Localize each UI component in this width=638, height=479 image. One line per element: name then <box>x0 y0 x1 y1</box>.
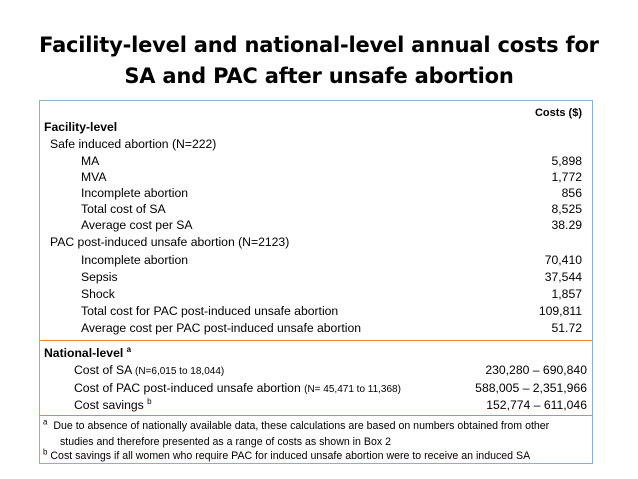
row-value: 5,898 <box>551 154 583 168</box>
row-label: Cost of PAC post-induced unsafe abortion… <box>74 381 401 395</box>
row-value: 152,774 – 611,046 <box>486 398 587 412</box>
footnote-marker: a <box>43 417 48 427</box>
row-value: 1,857 <box>551 287 583 301</box>
row-value: 8,525 <box>551 202 583 216</box>
facility-level-label: Facility-level <box>44 120 118 134</box>
row-label: MVA <box>81 170 107 184</box>
cost-table: Costs ($) Facility-level Safe induced ab… <box>39 100 593 464</box>
footnote-marker: a <box>126 344 132 354</box>
pac-section-label: PAC post-induced unsafe abortion (N=2123… <box>50 235 290 249</box>
national-level-label: National-level a <box>44 344 132 360</box>
row-label: Total cost for PAC post-induced unsafe a… <box>81 304 339 318</box>
section-divider <box>40 340 592 341</box>
slide-title: Facility-level and national-level annual… <box>0 30 638 92</box>
row-value: 109,811 <box>538 304 582 318</box>
row-value: 1,772 <box>551 170 583 184</box>
footnote-a-continued: studies and therefore presented as a ran… <box>60 436 391 448</box>
footnote-marker: b <box>147 396 152 406</box>
row-label: Incomplete abortion <box>81 253 189 267</box>
row-value: 588,005 – 2,351,966 <box>475 381 587 395</box>
costs-header: Costs ($) <box>534 107 582 119</box>
row-label: Sepsis <box>81 270 118 284</box>
row-label: Average cost per SA <box>81 218 193 232</box>
row-value: 70,410 <box>544 253 582 267</box>
row-value: 38.29 <box>551 218 583 232</box>
title-line-1: Facility-level and national-level annual… <box>39 33 599 57</box>
footnote-divider <box>40 415 592 416</box>
title-line-2: SA and PAC after unsafe abortion <box>124 64 514 88</box>
footnote-b: b Cost savings if all women who require … <box>43 447 531 462</box>
row-label: Total cost of SA <box>81 202 166 216</box>
row-value: 51.72 <box>551 321 583 335</box>
row-label: MA <box>81 154 100 168</box>
row-note: (N=6,015 to 18,044) <box>134 366 225 377</box>
row-label: Cost of SA (N=6,015 to 18,044) <box>74 363 225 377</box>
row-value: 37,544 <box>544 270 582 284</box>
sa-section-label: Safe induced abortion (N=222) <box>50 137 217 151</box>
row-label: Incomplete abortion <box>81 186 189 200</box>
row-label: Cost savings b <box>74 396 152 412</box>
row-note: (N= 45,471 to 11,368) <box>304 384 401 395</box>
footnote-marker: b <box>43 447 48 457</box>
row-label: Average cost per PAC post-induced unsafe… <box>81 321 362 335</box>
row-value: 856 <box>561 186 582 200</box>
row-value: 230,280 – 690,840 <box>485 363 587 377</box>
footnote-a: a Due to absence of nationally available… <box>43 417 550 432</box>
row-label: Shock <box>81 287 115 301</box>
